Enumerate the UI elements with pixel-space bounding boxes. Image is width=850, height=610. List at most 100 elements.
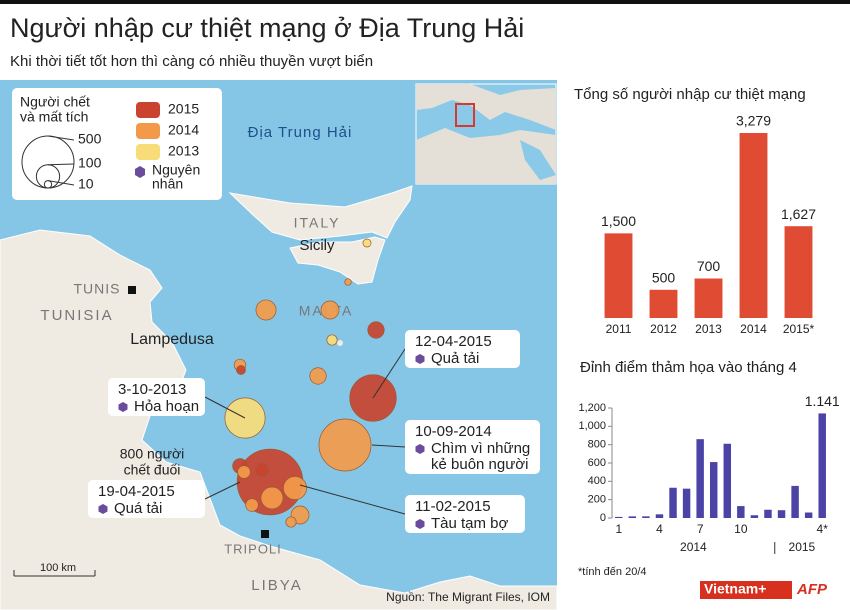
bar <box>777 510 786 518</box>
logo: Vietnam+ <box>704 581 766 597</box>
title: Người nhập cư thiệt mạng ở Địa Trung Hải <box>10 13 524 43</box>
source: Nguồn: The Migrant Files, IOM <box>386 590 550 604</box>
place-label: LIBYA <box>251 577 302 594</box>
bubbles <box>224 238 397 528</box>
bar <box>784 226 813 318</box>
value-label: 1,500 <box>601 213 636 229</box>
bar <box>655 514 664 518</box>
incident-bubble <box>326 334 338 346</box>
cause-icon <box>415 354 425 364</box>
annotation-date: 3-10-2013 <box>118 381 186 398</box>
bar <box>642 516 650 518</box>
incident-bubble <box>283 476 307 500</box>
annotation-cause: Tàu tạm bợ <box>431 515 509 532</box>
place-label: Sicily <box>299 237 335 254</box>
leader-line <box>372 348 406 399</box>
map: Địa Trung Hải ITALY Sicily TUNIS TUNISIA… <box>0 80 558 610</box>
value-label: 3,279 <box>736 113 771 129</box>
value-label: 1,627 <box>781 206 816 222</box>
bar <box>739 133 768 318</box>
bar <box>694 278 723 318</box>
incident-bubble <box>245 498 259 512</box>
place-label: TUNISIA <box>40 307 113 324</box>
bar <box>604 233 633 318</box>
italy-land <box>228 185 413 241</box>
leader-line <box>371 444 406 448</box>
incident-bubble <box>344 278 352 286</box>
bar <box>750 515 759 518</box>
legend-leader <box>47 180 75 186</box>
place-label: TRIPOLI <box>224 541 282 556</box>
annotation-box <box>108 378 205 416</box>
group-label: 2015 <box>789 540 816 554</box>
top-bar <box>0 0 850 4</box>
legend-size-label: 500 <box>78 131 102 147</box>
y-tick-label: 400 <box>588 475 606 487</box>
bar <box>723 443 732 518</box>
logo: AFP <box>796 581 828 598</box>
legend-label: 2013 <box>168 143 199 159</box>
leader-line <box>204 481 241 500</box>
cause-icon <box>118 402 128 412</box>
cause-icon <box>415 519 425 529</box>
bar <box>709 462 718 518</box>
cause-icon <box>415 444 425 454</box>
annotation-cause: Quá tải <box>114 500 162 517</box>
subtitle: Khi thời tiết tốt hơn thì càng có nhiều … <box>10 53 373 70</box>
value-label: 700 <box>697 258 721 274</box>
x-tick-label: 2011 <box>606 322 632 336</box>
scale-label: 100 km <box>40 562 76 574</box>
x-tick-label: 7 <box>697 522 704 536</box>
bar <box>669 487 677 518</box>
annotation-box <box>405 420 540 474</box>
annotation-box <box>405 495 525 533</box>
annotation-note: 800 người <box>120 446 184 462</box>
annotation-date: 19-04-2015 <box>98 483 175 500</box>
bar <box>696 439 704 518</box>
place-label: TUNIS <box>74 281 121 297</box>
tripoli-marker <box>261 530 269 538</box>
y-tick-label: 800 <box>588 439 606 451</box>
annotation-date: 12-04-2015 <box>415 333 492 350</box>
incident-bubble <box>285 516 297 528</box>
bar <box>737 506 745 518</box>
sicily-land <box>289 236 386 285</box>
annotation-box <box>405 330 520 368</box>
legend-size-label: 10 <box>78 176 94 192</box>
legend-swatch <box>136 144 160 160</box>
bar <box>804 512 813 518</box>
bar <box>649 289 678 318</box>
group-label: 2014 <box>680 540 707 554</box>
sea-label: Địa Trung Hải <box>248 124 353 141</box>
logo-bg <box>700 581 792 599</box>
y-tick-label: 0 <box>600 512 606 524</box>
annotation-cause: Chìm vì những <box>431 440 530 457</box>
annotation-note: chết đuối <box>124 462 181 478</box>
incident-bubble <box>320 300 340 320</box>
incident-bubble <box>255 299 277 321</box>
incident-bubble <box>260 486 284 510</box>
chart-title: Tổng số người nhập cư thiệt mạng <box>574 86 806 103</box>
incident-bubble <box>367 321 385 339</box>
y-tick-label: 1,200 <box>578 402 606 414</box>
legend-title: nhân <box>152 176 183 192</box>
incident-bubble <box>237 465 251 479</box>
legend-label: 2014 <box>168 122 199 138</box>
legend-title: và mất tích <box>20 109 88 125</box>
leader-line <box>204 396 246 419</box>
x-tick-label: 2015* <box>783 322 815 336</box>
incident-bubble <box>362 238 372 248</box>
malta-land <box>337 340 343 346</box>
legend-leader <box>47 135 75 141</box>
chart-title: Đỉnh điểm thảm họa vào tháng 4 <box>580 359 797 376</box>
annotation-box <box>88 480 205 518</box>
value-label: 1.141 <box>805 393 840 409</box>
incident-bubble <box>255 463 269 477</box>
value-label: 500 <box>652 269 676 285</box>
bar <box>791 485 799 518</box>
legend: Người chết và mất tích nhân Nguyên 500 10… <box>12 88 222 200</box>
annotation-cause: Hỏa hoạn <box>134 398 199 415</box>
bar <box>764 509 772 518</box>
